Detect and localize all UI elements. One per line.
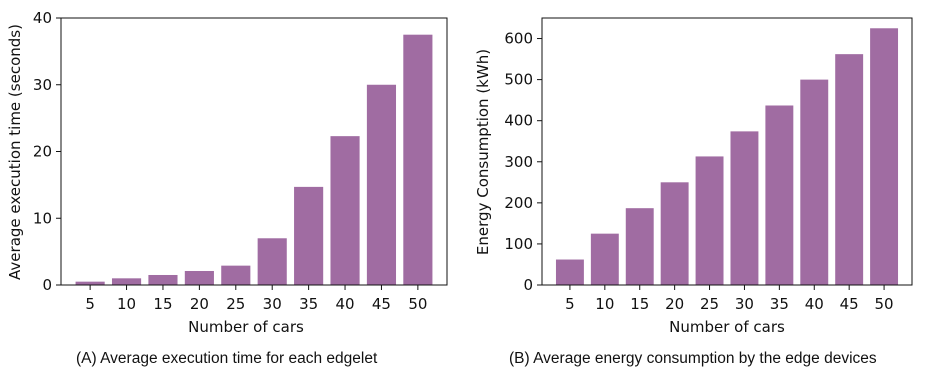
chart-a-xtick-label: 45: [372, 295, 391, 313]
chart-b-frame: [541, 17, 913, 286]
chart-energy-consumption: Energy Consumption (kWh) Number of cars …: [474, 17, 913, 336]
chart-execution-time: Average execution time (seconds) Number …: [6, 9, 448, 336]
chart-b-ytick-label: 300: [504, 153, 533, 171]
chart-b-ytick-label: 500: [504, 71, 533, 89]
chart-b-ytick-label: 100: [504, 235, 533, 253]
chart-b-xtick-label: 25: [700, 295, 719, 313]
chart-a-bar: [257, 238, 287, 285]
chart-b-bar: [695, 156, 724, 285]
chart-b-xtick-label: 20: [665, 295, 684, 313]
chart-b-ytick-label: 600: [504, 30, 533, 48]
chart-b-ytick-label: 200: [504, 194, 533, 212]
chart-b-xtick-label: 10: [595, 295, 614, 313]
chart-a-ylabel: Average execution time (seconds): [6, 24, 24, 280]
chart-a-bar: [75, 281, 105, 285]
chart-b-xtick-label: 35: [770, 295, 789, 313]
chart-a-bar: [221, 265, 251, 285]
chart-a-xtick-label: 25: [226, 295, 245, 313]
chart-b-bar: [625, 208, 654, 285]
chart-b-xtick-label: 45: [840, 295, 859, 313]
chart-a-ytick-label: 30: [33, 76, 52, 94]
chart-a-xtick-label: 40: [335, 295, 354, 313]
chart-a-bar: [403, 34, 433, 285]
chart-b-xtick-label: 5: [565, 295, 575, 313]
chart-b-bar: [555, 259, 584, 285]
chart-a-ytick-label: 40: [33, 9, 52, 27]
chart-a-xtick-label: 10: [117, 295, 136, 313]
chart-a-bar: [148, 274, 178, 285]
chart-a-bar: [184, 270, 214, 285]
chart-a-xtick-label: 20: [190, 295, 209, 313]
chart-a-ytick-label: 10: [33, 209, 52, 227]
chart-a-xtick-label: 30: [263, 295, 282, 313]
chart-a-xtick-label: 15: [153, 295, 172, 313]
chart-b-xtick-label: 50: [875, 295, 894, 313]
chart-a-xtick-label: 50: [408, 295, 427, 313]
caption-a: (A) Average execution time for each edge…: [76, 350, 378, 367]
chart-b-xtick-label: 40: [805, 295, 824, 313]
chart-a-xtick-label: 35: [299, 295, 318, 313]
chart-a-frame: [60, 17, 448, 286]
chart-b-bar: [765, 105, 794, 286]
caption-b: (B) Average energy consumption by the ed…: [509, 350, 877, 367]
chart-b-ytick-label: 0: [523, 276, 533, 294]
chart-a-bar: [330, 136, 360, 285]
chart-a-bar: [294, 186, 324, 285]
chart-b-xlabel: Number of cars: [669, 318, 785, 336]
chart-a-xtick-label: 5: [85, 295, 95, 313]
chart-b-bar: [870, 28, 899, 286]
chart-b-bar: [835, 54, 864, 286]
chart-b-bar: [730, 131, 759, 285]
chart-b-bar: [800, 79, 829, 285]
chart-b-xtick-label: 30: [735, 295, 754, 313]
chart-b-bar: [590, 233, 619, 285]
chart-b-bar: [660, 182, 689, 285]
chart-b-xtick-label: 15: [630, 295, 649, 313]
chart-a-ytick-label: 20: [33, 143, 52, 161]
chart-a-bar: [111, 278, 142, 285]
chart-a-ytick-label: 0: [42, 276, 52, 294]
chart-b-ylabel: Energy Consumption (kWh): [474, 49, 492, 255]
chart-b-ytick-label: 400: [504, 112, 533, 130]
chart-a-xlabel: Number of cars: [188, 318, 304, 336]
chart-a-bar: [366, 84, 397, 285]
